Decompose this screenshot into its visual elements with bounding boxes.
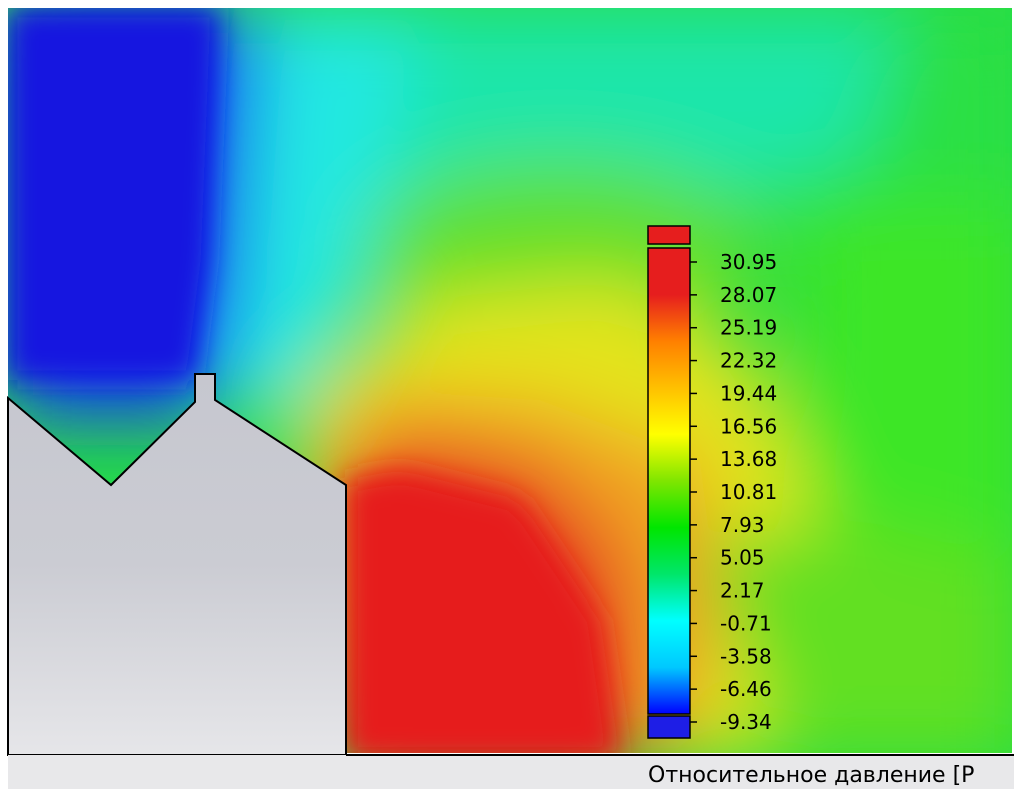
legend-tick-group: 30.95 28.07 25.19 22.32 19.44 16.56 13.68 10.81… [690,250,777,734]
legend-tick-label: 13.68 [720,447,777,471]
legend-below-range-swatch [647,715,691,739]
legend-tick-label: 7.93 [720,513,765,537]
legend-tick-label: 19.44 [720,381,777,405]
legend-tick-label: 16.56 [720,414,777,438]
pressure-field [8,8,1012,753]
legend-tick-label: 30.95 [720,250,777,274]
legend-tick-label: 28.07 [720,283,777,307]
legend-tick-label: 5.05 [720,546,765,570]
color-legend: 30.95 28.07 25.19 22.32 19.44 16.56 13.68 10.81… [647,225,777,739]
legend-tick-label: -0.71 [720,611,772,635]
legend-tick-label: 2.17 [720,579,765,603]
legend-tick-label: 25.19 [720,316,777,340]
legend-tick-label: -6.46 [720,677,772,701]
legend-tick-label: 10.81 [720,480,777,504]
legend-above-range-swatch [647,225,691,245]
quantity-label: Относительное давление [Р [648,763,974,788]
legend-tick-label: 22.32 [720,349,777,373]
colorbar [647,247,691,715]
legend-tick-label: -3.58 [720,644,772,668]
legend-tick-label: -9.34 [720,710,772,734]
field-sharp-layer [8,8,619,753]
solid-base-strip [8,755,1014,789]
